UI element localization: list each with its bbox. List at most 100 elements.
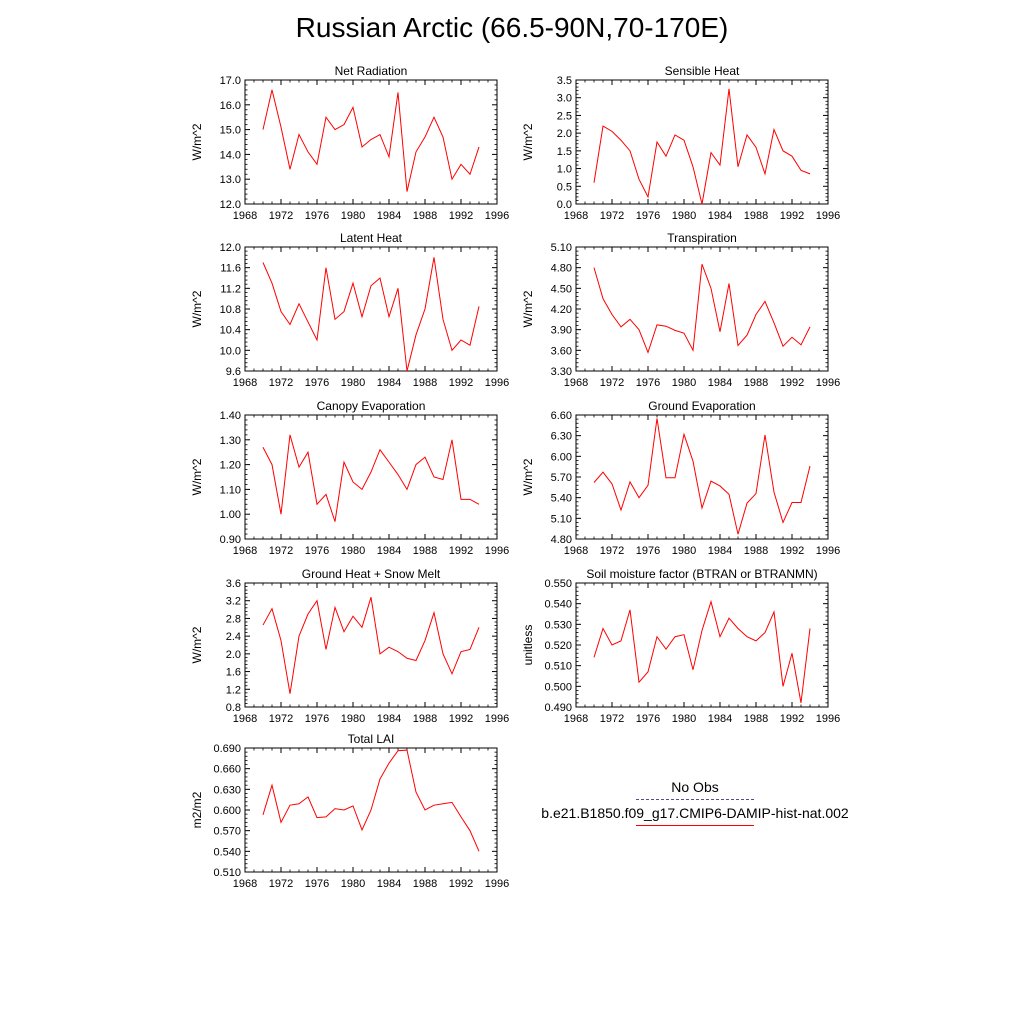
x-tick-label: 1988	[413, 545, 437, 557]
y-tick-label: 0.90	[220, 534, 241, 546]
x-tick-label: 1996	[816, 545, 840, 557]
y-axis-label: m2/m2	[190, 791, 204, 828]
y-tick-label: 4.20	[551, 304, 572, 316]
legend-obs-swatch	[636, 799, 754, 800]
series-line	[262, 597, 480, 694]
x-tick-label: 1976	[305, 210, 329, 222]
y-axis-label: W/m^2	[190, 123, 204, 160]
y-axis-label: W/m^2	[521, 123, 535, 160]
x-tick-label: 1988	[744, 545, 768, 557]
x-tick-label: 1972	[600, 210, 624, 222]
y-tick-label: 5.10	[551, 513, 572, 525]
series-line	[262, 434, 480, 522]
x-tick-label: 1988	[744, 713, 768, 725]
panel-latent-heat: Latent Heat W/m^2 1968 1972 1976 1980 1984 1988…	[190, 231, 509, 389]
y-tick-label: 1.40	[220, 410, 241, 422]
y-tick-label: 4.80	[551, 263, 572, 275]
y-tick-label: 1.5	[557, 146, 572, 158]
legend-model-swatch	[636, 825, 754, 826]
x-tick-label: 1984	[708, 713, 732, 725]
y-axis-label: W/m^2	[190, 458, 204, 495]
x-tick-label: 1972	[600, 545, 624, 557]
x-tick-label: 1992	[449, 545, 473, 557]
panel-ground-heat-snow-melt: Ground Heat + Snow Melt W/m^2 1968 1972 1976…	[190, 567, 509, 725]
x-tick-label: 1996	[816, 210, 840, 222]
panel-total-lai: Total LAI m2/m2 1968 1972 1976 1980 1984 1988 19…	[190, 732, 509, 890]
y-tick-label: 1.6	[226, 667, 241, 679]
y-axis-label: W/m^2	[190, 626, 204, 663]
x-tick-label: 1996	[485, 545, 509, 557]
y-tick-label: 0.660	[213, 764, 241, 776]
series-line	[262, 89, 480, 192]
y-tick-label: 0.490	[544, 702, 572, 714]
x-tick-label: 1984	[377, 210, 401, 222]
y-tick-label: 1.30	[220, 435, 241, 447]
x-tick-label: 1992	[449, 377, 473, 389]
y-tick-label: 5.70	[551, 472, 572, 484]
x-tick-label: 1972	[600, 377, 624, 389]
y-axis-label: W/m^2	[521, 290, 535, 327]
plot-frame	[244, 79, 498, 205]
y-tick-label: 3.30	[551, 366, 572, 378]
y-tick-label: 0.530	[544, 619, 572, 631]
y-tick-label: 3.5	[557, 75, 572, 87]
plot-frame	[244, 246, 498, 372]
y-tick-label: 3.90	[551, 325, 572, 337]
y-tick-label: 3.6	[226, 578, 241, 590]
x-tick-label: 1980	[672, 545, 696, 557]
y-tick-label: 13.0	[220, 174, 241, 186]
y-tick-label: 6.30	[551, 431, 572, 443]
x-tick-label: 1976	[305, 713, 329, 725]
x-tick-label: 1992	[780, 377, 804, 389]
y-tick-label: 10.8	[220, 304, 241, 316]
y-tick-label: 6.60	[551, 410, 572, 422]
y-tick-label: 0.510	[544, 661, 572, 673]
x-tick-label: 1976	[305, 377, 329, 389]
y-tick-label: 0.690	[213, 743, 241, 755]
y-tick-label: 15.0	[220, 125, 241, 137]
x-tick-label: 1980	[341, 210, 365, 222]
y-tick-label: 5.40	[551, 493, 572, 505]
y-tick-label: 3.0	[557, 93, 572, 105]
panel-title: Ground Evaporation	[648, 399, 755, 413]
x-tick-label: 1992	[449, 210, 473, 222]
x-tick-label: 1968	[233, 377, 257, 389]
x-tick-label: 1984	[708, 377, 732, 389]
y-tick-label: 17.0	[220, 75, 241, 87]
panel-ground-evaporation: Ground Evaporation W/m^2 1968 1972 1976 1980 1…	[521, 399, 840, 557]
x-tick-label: 1988	[413, 878, 437, 890]
plot-frame	[244, 582, 498, 708]
panel-title: Sensible Heat	[665, 64, 740, 78]
series-line	[262, 257, 480, 372]
y-tick-label: 5.10	[551, 242, 572, 254]
panel-title: Latent Heat	[340, 231, 403, 245]
x-tick-label: 1988	[413, 713, 437, 725]
y-tick-label: 12.0	[220, 242, 241, 254]
panel-title: Net Radiation	[335, 64, 408, 78]
x-tick-label: 1988	[413, 377, 437, 389]
y-tick-label: 2.4	[226, 631, 241, 643]
x-tick-label: 1968	[564, 377, 588, 389]
series-line	[593, 88, 811, 205]
x-tick-label: 1996	[816, 713, 840, 725]
y-tick-label: 1.00	[220, 509, 241, 521]
x-tick-label: 1988	[744, 377, 768, 389]
x-tick-label: 1996	[485, 377, 509, 389]
y-tick-label: 0.540	[213, 846, 241, 858]
panel-net-radiation: Net Radiation W/m^2 1968 1972 1976 1980 1984 19…	[190, 64, 509, 222]
y-tick-label: 6.00	[551, 451, 572, 463]
plot-frame	[575, 582, 829, 708]
y-tick-label: 2.0	[226, 649, 241, 661]
x-tick-label: 1972	[269, 878, 293, 890]
x-tick-label: 1992	[449, 713, 473, 725]
panel-title: Total LAI	[348, 732, 395, 746]
legend: No Obs b.e21.B1850.f09_g17.CMIP6-DAMIP-h…	[520, 778, 870, 829]
y-tick-label: 3.2	[226, 596, 241, 608]
plot-frame	[575, 414, 829, 540]
y-axis-label: W/m^2	[521, 458, 535, 495]
x-tick-label: 1976	[305, 545, 329, 557]
y-tick-label: 2.0	[557, 128, 572, 140]
y-tick-label: 10.0	[220, 345, 241, 357]
x-tick-label: 1980	[341, 377, 365, 389]
x-tick-label: 1992	[780, 545, 804, 557]
